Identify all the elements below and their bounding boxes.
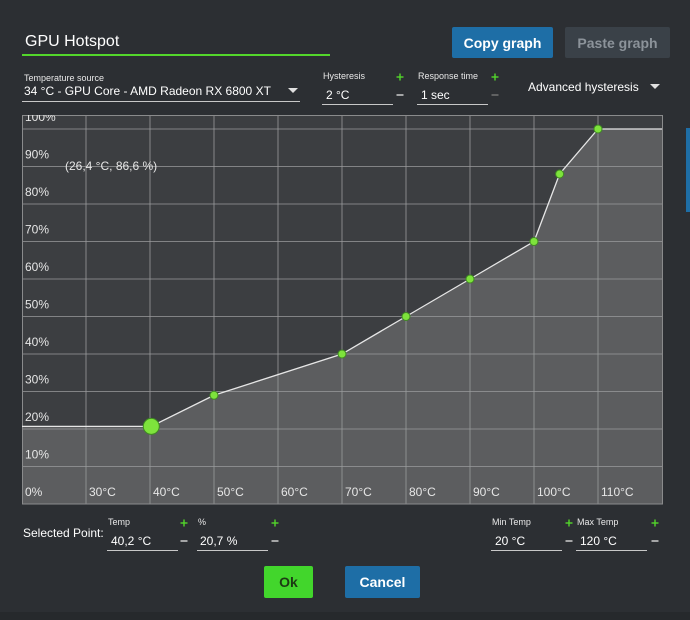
plus-button[interactable] <box>271 519 279 527</box>
temp-value[interactable]: 40,2 °C <box>111 534 152 548</box>
cursor-annotation: (26,4 °C, 86,6 %) <box>65 159 157 173</box>
response-time-label: Response time <box>418 71 479 81</box>
x-tick-label: 110°C <box>601 485 634 499</box>
curve-point <box>337 349 347 359</box>
x-tick-label: 30°C <box>89 485 116 499</box>
plus-button[interactable] <box>565 519 573 527</box>
x-tick-label: 40°C <box>153 485 180 499</box>
minus-button[interactable] <box>396 91 404 99</box>
y-tick-label: 10% <box>25 448 49 462</box>
selected-point <box>142 417 160 435</box>
y-tick-label: 50% <box>25 298 49 312</box>
y-tick-label: 60% <box>25 260 49 274</box>
copy-graph-button[interactable]: Copy graph <box>452 27 553 58</box>
y-tick-label: 20% <box>25 410 49 424</box>
bottom-strip <box>0 612 690 620</box>
source-underline <box>22 101 300 102</box>
x-tick-label: 70°C <box>345 485 372 499</box>
x-tick-label: 100°C <box>537 485 571 499</box>
max-temp-underline <box>576 550 647 551</box>
x-tick-label: 80°C <box>409 485 436 499</box>
pct-value[interactable]: 20,7 % <box>200 534 238 548</box>
advanced-hysteresis[interactable]: Advanced hysteresis <box>528 80 639 94</box>
fan-curve-chart: 30°C 40°C 50°C 60°C 70°C 80°C 90°C 100°C 110°C 0%… <box>22 115 663 505</box>
minus-button[interactable] <box>491 91 499 99</box>
hysteresis-underline <box>322 104 393 105</box>
min-temp-underline <box>491 550 562 551</box>
y-tick-label: 90% <box>25 148 49 162</box>
minus-button[interactable] <box>271 537 279 545</box>
minus-button[interactable] <box>180 537 188 545</box>
curve-point <box>593 124 603 134</box>
curve-point <box>401 312 411 321</box>
curve-point <box>555 169 565 179</box>
source-label: Temperature source <box>24 73 105 83</box>
minus-button[interactable] <box>651 537 659 545</box>
y-tick-label: 30% <box>25 373 49 387</box>
curve-point <box>465 274 475 284</box>
plot-border <box>22 115 663 505</box>
hysteresis-label: Hysteresis <box>323 71 366 81</box>
side-scroll <box>686 128 690 212</box>
min-temp-label: Min Temp <box>492 517 531 527</box>
temp-label: Temp <box>108 517 131 527</box>
ok-button[interactable]: Ok <box>264 566 313 598</box>
x-tick-label: 50°C <box>217 485 244 499</box>
pct-underline <box>197 550 268 551</box>
selected-point-label: Selected Point: <box>23 526 104 540</box>
y-tick-label: 70% <box>25 223 49 237</box>
curve-area <box>22 129 662 504</box>
dropdown-arrow[interactable] <box>288 88 298 94</box>
cancel-button[interactable]: Cancel <box>345 566 420 598</box>
y-tick-label: 80% <box>25 185 49 199</box>
x-tick-label: 60°C <box>281 485 308 499</box>
source-value[interactable]: 34 °C - GPU Core - AMD Radeon RX 6800 XT <box>24 84 271 98</box>
pct-label: % <box>198 517 207 527</box>
y-tick-label: 0% <box>25 485 43 499</box>
name-underline <box>22 54 330 56</box>
paste-graph-button[interactable]: Paste graph <box>565 27 670 58</box>
plus-button[interactable] <box>396 73 404 81</box>
minus-button[interactable] <box>565 537 573 545</box>
max-temp-label: Max Temp <box>577 517 619 527</box>
curve-point <box>529 237 539 246</box>
plus-button[interactable] <box>180 519 188 527</box>
curve-point <box>209 390 219 400</box>
max-temp-value[interactable]: 120 °C <box>580 534 617 548</box>
min-temp-value[interactable]: 20 °C <box>495 534 526 548</box>
plus-button[interactable] <box>491 73 499 81</box>
curve-name[interactable]: GPU Hotspot <box>25 33 120 50</box>
plus-button[interactable] <box>651 519 659 527</box>
dropdown-arrow[interactable] <box>650 84 660 90</box>
y-tick-label: 40% <box>25 335 49 349</box>
response-time-value[interactable]: 1 sec <box>421 88 450 102</box>
y-tick-label: 100% <box>25 115 56 124</box>
curve-line <box>22 128 662 428</box>
x-tick-label: 90°C <box>473 485 500 499</box>
temp-underline <box>107 550 178 551</box>
hysteresis-value[interactable]: 2 °C <box>326 88 350 102</box>
response-time-underline <box>417 104 488 105</box>
